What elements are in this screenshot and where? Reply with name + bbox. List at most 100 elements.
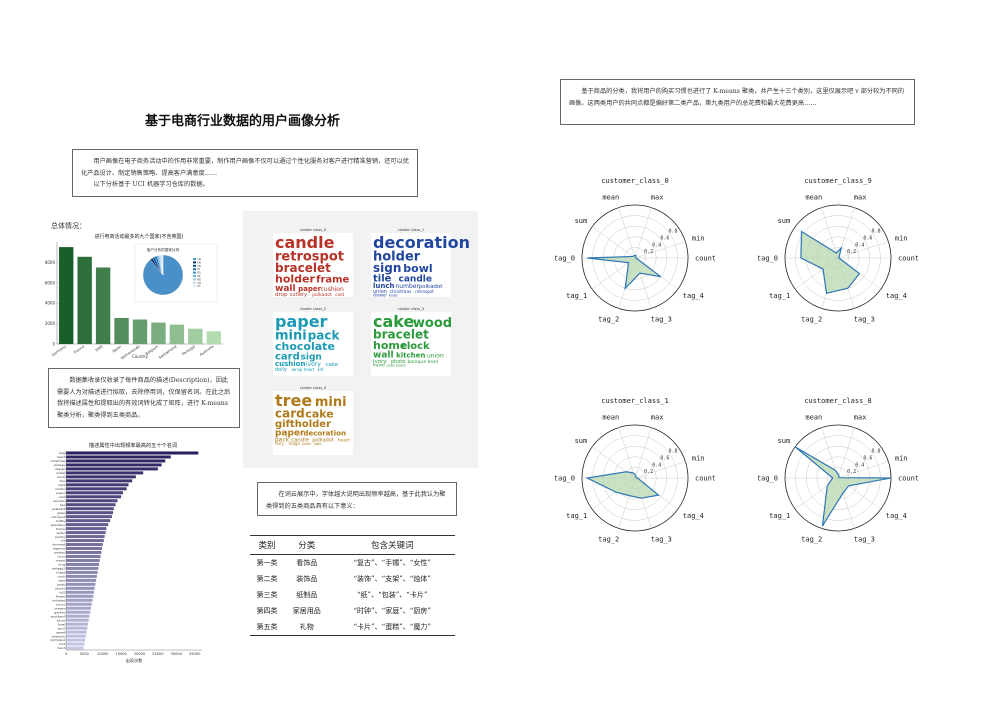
wordcloud-word: cushion bbox=[275, 360, 305, 368]
radar-chart-class-8-svg: customer_class_8 0.20.40.60.8 max min count t… bbox=[757, 397, 919, 543]
hbar-word: clock bbox=[57, 575, 65, 579]
wordcloud-word: kitchen bbox=[396, 352, 425, 360]
wordcloud-word: ivory bbox=[373, 359, 387, 365]
hbar-word: t-light bbox=[56, 571, 66, 575]
wordcloud-word: knob bbox=[389, 294, 398, 298]
pie-legend-swatch bbox=[193, 281, 196, 284]
wordcloud-explanation-box: 在词云展示中，字体越大说明出现频率越高，基于此我认为聚类得到的五类商品具有以下意… bbox=[257, 482, 457, 516]
wordcloud-word: number bbox=[396, 283, 420, 290]
pie-legend-swatch bbox=[193, 278, 196, 281]
hbar-x-tick: 35000 bbox=[189, 652, 201, 656]
top-right-textbox: 基于商品的分类，我将用户的购买习惯也进行了 K-means 聚类，共产生十三个类… bbox=[560, 79, 915, 125]
wordcloud-word: frame bbox=[316, 274, 349, 285]
radar-axis-label: sum bbox=[575, 217, 588, 225]
wordcloud-word: retrospot bbox=[275, 250, 344, 265]
hbar-word: heart bbox=[57, 455, 66, 459]
hbar-word: design bbox=[55, 467, 65, 471]
table-cell: 第二类 bbox=[256, 575, 278, 583]
radar-tick: 0.2 bbox=[847, 249, 856, 255]
wordcloud-word: cake stand bbox=[387, 364, 406, 368]
radar-axis-label: tag_1 bbox=[769, 512, 790, 520]
hbar-word: regency bbox=[53, 547, 65, 551]
wordcloud-word: giftholder bbox=[275, 419, 331, 430]
hbar-word: spaceboy bbox=[51, 523, 66, 527]
bar-x-tick: EIRE bbox=[95, 344, 105, 352]
wordcloud-3: cluster class_3cakewoodbracelethomeclock… bbox=[371, 307, 452, 376]
pie-legend-swatch bbox=[193, 261, 196, 264]
bar-x-tick: Switzerland bbox=[158, 345, 177, 360]
table-cell: 第一类 bbox=[256, 559, 278, 567]
wordcloud-word: tree bbox=[275, 391, 312, 410]
hbar-word: polkadot bbox=[52, 507, 66, 511]
radar-axis-label: count bbox=[695, 255, 715, 263]
radar-tick: 0.6 bbox=[660, 236, 669, 242]
hbar bbox=[66, 503, 116, 507]
pie-slice bbox=[161, 254, 164, 276]
wordcloud-word: cake bbox=[373, 312, 414, 331]
wordcloud-word: candle bbox=[291, 437, 310, 443]
hbar-word: paper bbox=[56, 491, 65, 495]
wordcloud-word: bracelet bbox=[373, 328, 429, 342]
radar-axis-label: tag_2 bbox=[801, 535, 822, 543]
table-row: 第二类 装饰品 “装饰”、“支架”、“烛体” bbox=[250, 571, 455, 587]
bar bbox=[114, 317, 129, 344]
pie-legend-label: DE bbox=[198, 260, 202, 264]
wordcloud-word: cushion bbox=[321, 286, 344, 293]
radar-axis-label: tag_2 bbox=[598, 315, 619, 323]
radar-tick: 0.4 bbox=[855, 462, 864, 468]
hbar-x-label: 出现次数 bbox=[126, 657, 144, 664]
wordcloud-word: bead bbox=[428, 359, 438, 364]
bar-chart-title: 进行电商活动最多的九个国家(不含英国) bbox=[95, 233, 184, 240]
wordcloud-word: cake bbox=[325, 362, 338, 368]
description-box: 数据集收录仅收录了每件商品的描述(Description)，因此需要人为对描述进… bbox=[48, 368, 240, 428]
radar-axis-label: count bbox=[695, 475, 715, 483]
radar-axis-label: min bbox=[692, 455, 705, 463]
hbar bbox=[66, 626, 88, 630]
radar-axis-label: min bbox=[895, 455, 908, 463]
bar bbox=[169, 324, 185, 344]
hbar bbox=[66, 610, 91, 614]
page-title: 基于电商行业数据的用户画像分析 bbox=[145, 114, 341, 129]
bar bbox=[132, 319, 148, 344]
hbar bbox=[66, 582, 96, 586]
hbar-word: drawer bbox=[54, 606, 65, 610]
radar-axis-label: max bbox=[854, 194, 867, 202]
wordcloud-bg bbox=[273, 233, 353, 297]
wordcloud-word: decoration bbox=[304, 430, 346, 438]
wordcloud-word: cake bbox=[305, 408, 333, 421]
intro-box: 用户画像在电子商务活动中的作用非常重要，制作用户画像不仅可以通过个性化服务对客户… bbox=[72, 149, 418, 197]
overview-label: 总体情况： bbox=[51, 222, 86, 230]
radar-tick: 0.8 bbox=[668, 449, 677, 455]
pie-legend-swatch bbox=[193, 258, 196, 260]
hbar bbox=[66, 630, 87, 634]
radar-chart-class-8: customer_class_8 0.2 0.4 0.6 0.8 max min count t… bbox=[757, 378, 919, 558]
wordcloud-word: sign bbox=[373, 261, 401, 275]
hbar bbox=[66, 550, 102, 555]
radar-chart-class-9-svg: customer_class_9 0.20.40.60.8 max min count t… bbox=[757, 177, 919, 323]
radar-spoke bbox=[634, 427, 652, 479]
wordcloud-word: wrap bbox=[292, 367, 303, 373]
radar-axis-label: tag_2 bbox=[598, 535, 619, 543]
pie-slice bbox=[142, 254, 184, 296]
hbar bbox=[66, 614, 90, 618]
hbar-word: holder bbox=[55, 487, 65, 491]
radar-title: customer_class_9 bbox=[804, 177, 871, 185]
radar-axis-label: tag_1 bbox=[566, 292, 587, 300]
radar-axis-label: sum bbox=[778, 437, 791, 445]
keyword-table-panel: 类别 分类 包含关键词 第一类 看饰品 “复古”、“手镯”、“女性” 第二类 装… bbox=[250, 535, 455, 636]
hbar-word: christmas bbox=[50, 459, 65, 463]
table-cell: “时钟”、“家庭”、“厨房” bbox=[353, 607, 431, 615]
radar-series bbox=[800, 230, 861, 295]
radar-spoke bbox=[634, 207, 652, 259]
wordcloud-word: drop bbox=[275, 292, 288, 298]
top-right-paragraph: 基于商品的分类，我将用户的购买习惯也进行了 K-means 聚类，共产生十三个类… bbox=[569, 88, 905, 107]
pie-legend-label: CH bbox=[198, 281, 202, 285]
bar-x-tick: France bbox=[73, 344, 86, 355]
wordcloud-word: retrospot bbox=[415, 289, 434, 294]
hbar-word: light bbox=[58, 483, 65, 487]
table-cell: “复古”、“手镯”、“女性” bbox=[353, 559, 431, 567]
wordcloud-word: magic bbox=[289, 441, 301, 446]
hbar bbox=[66, 590, 94, 594]
